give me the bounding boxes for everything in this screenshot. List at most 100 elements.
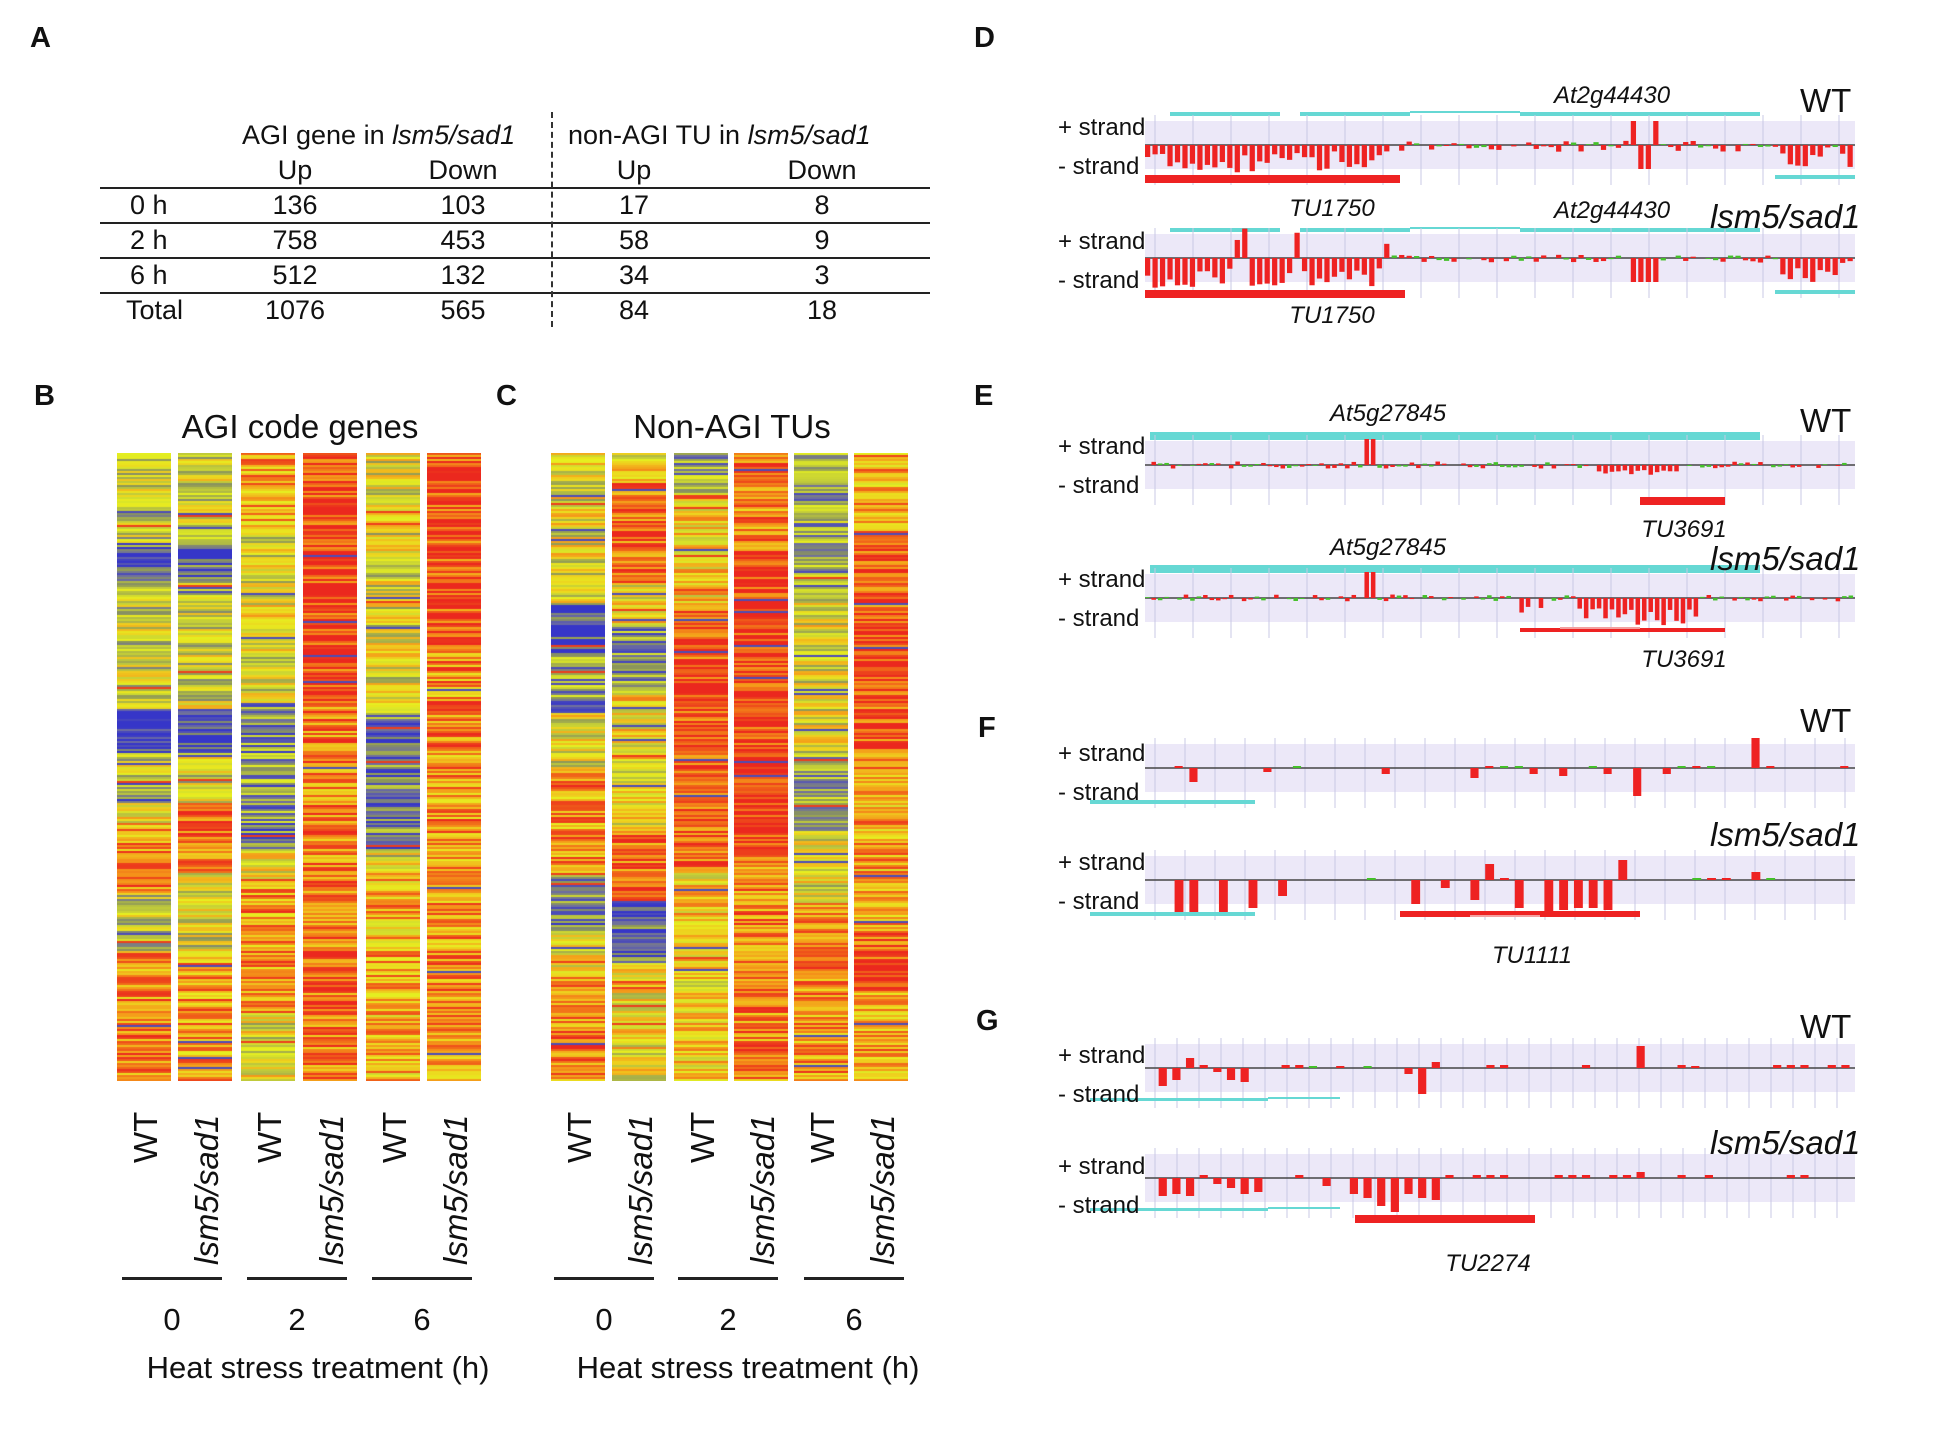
signal-bar — [1603, 465, 1608, 474]
signal-bar — [1796, 595, 1802, 598]
signal-bar — [1354, 145, 1360, 165]
feature-bar — [1090, 800, 1255, 804]
signal-bar — [1674, 465, 1679, 472]
signal-bar — [1248, 598, 1253, 600]
signal-bar — [1185, 1058, 1195, 1068]
group-line — [247, 1277, 347, 1280]
signal-bar — [1609, 1175, 1618, 1178]
signal-bar — [1487, 463, 1492, 465]
signal-bar — [1840, 766, 1849, 768]
feature-bar — [1300, 228, 1410, 232]
signal-bar — [1719, 596, 1724, 598]
table-row-label: 2 h — [130, 225, 168, 255]
signal-bar — [1675, 145, 1681, 151]
signal-bar — [1772, 145, 1779, 147]
signal-bar — [1167, 258, 1173, 280]
signal-bar — [1588, 766, 1597, 768]
group-line — [122, 1277, 222, 1280]
signal-bar — [1638, 145, 1644, 169]
signal-bar — [1790, 465, 1795, 468]
signal-bar — [1418, 1068, 1427, 1094]
signal-bar — [1636, 1046, 1645, 1068]
signal-bar — [1363, 1066, 1372, 1068]
signal-bar — [1196, 596, 1202, 598]
signal-bar — [1312, 595, 1318, 598]
signal-bar — [1629, 465, 1634, 475]
feature-bar — [1090, 1098, 1268, 1101]
signal-bar — [1443, 145, 1450, 146]
signal-bar — [1366, 878, 1376, 880]
signal-bar — [1784, 598, 1789, 601]
signal-bar — [1795, 145, 1801, 166]
signal-bar — [1766, 766, 1775, 768]
signal-bar — [1222, 598, 1227, 600]
signal-bar — [1568, 1175, 1577, 1178]
tu-name-d-wt: TU1750 — [1289, 195, 1375, 222]
heatmap-c-column — [551, 453, 605, 1081]
signal-bar — [1825, 258, 1831, 272]
time-group-label: 2 — [719, 1302, 737, 1337]
signal-bar — [1152, 145, 1158, 155]
signal-bar — [1227, 145, 1233, 168]
signal-bar — [1564, 595, 1570, 598]
signal-bar — [1707, 878, 1716, 880]
plus-strand-label: + strand — [1058, 740, 1146, 767]
signal-bar — [1503, 258, 1509, 262]
table-cell: 84 — [618, 295, 650, 325]
signal-bar — [1608, 145, 1614, 147]
signal-bar — [1384, 243, 1390, 258]
signal-bar — [1174, 258, 1181, 286]
signal-bar — [1390, 1178, 1399, 1212]
signal-bar — [1533, 258, 1539, 262]
table-rule — [100, 257, 930, 259]
signal-bar — [1295, 1175, 1304, 1178]
signal-bar — [1680, 598, 1686, 624]
heatmap-c-column — [734, 453, 788, 1081]
signal-bar — [1409, 598, 1415, 600]
signal-bar — [1185, 1178, 1195, 1196]
signal-bar — [1404, 1178, 1413, 1194]
signal-bar — [1603, 768, 1612, 774]
signal-bar — [1816, 465, 1821, 468]
signal-bar — [1309, 145, 1315, 158]
signal-bar — [1293, 465, 1298, 467]
signal-bar — [1361, 258, 1367, 275]
genotype-mut-d: lsm5/sad1 — [1710, 198, 1861, 235]
signal-bar — [1295, 1065, 1304, 1068]
signal-bar — [1354, 258, 1360, 271]
signal-bar — [1750, 258, 1756, 262]
signal-bar — [1488, 145, 1495, 150]
signal-bar — [1406, 255, 1412, 258]
signal-bar — [1493, 598, 1499, 601]
signal-bar — [1758, 598, 1763, 602]
table-cell: 34 — [618, 260, 650, 290]
signal-bar — [1390, 594, 1395, 598]
signal-bar — [1541, 145, 1547, 147]
heatmap-b-title: AGI code genes — [181, 408, 419, 445]
signal-bar — [1578, 255, 1584, 258]
signal-bar — [1751, 872, 1761, 880]
table-rule — [100, 222, 930, 224]
signal-bar — [1332, 465, 1337, 468]
signal-bar — [1308, 1066, 1318, 1068]
signal-bar — [1294, 232, 1300, 258]
table-cell: 758 — [272, 225, 318, 255]
signal-bar — [1157, 463, 1163, 465]
signal-bar — [1338, 596, 1344, 598]
minus-strand-label: - strand — [1058, 1081, 1140, 1108]
signal-bar — [1364, 572, 1369, 598]
table-cell: 1076 — [264, 295, 326, 325]
signal-bar — [1241, 465, 1247, 467]
signal-bar — [1787, 145, 1793, 165]
signal-bar — [1470, 880, 1480, 900]
feature-bar — [1170, 228, 1280, 232]
signal-bar — [1707, 766, 1716, 768]
signal-bar — [1653, 258, 1659, 282]
signal-bar — [1615, 255, 1622, 258]
signal-bar — [1261, 598, 1266, 601]
signal-bar — [1404, 1068, 1413, 1074]
signal-bar — [1578, 145, 1584, 152]
table-cell: 565 — [440, 295, 486, 325]
signal-bar — [1319, 463, 1324, 465]
signal-bar — [1735, 255, 1741, 258]
